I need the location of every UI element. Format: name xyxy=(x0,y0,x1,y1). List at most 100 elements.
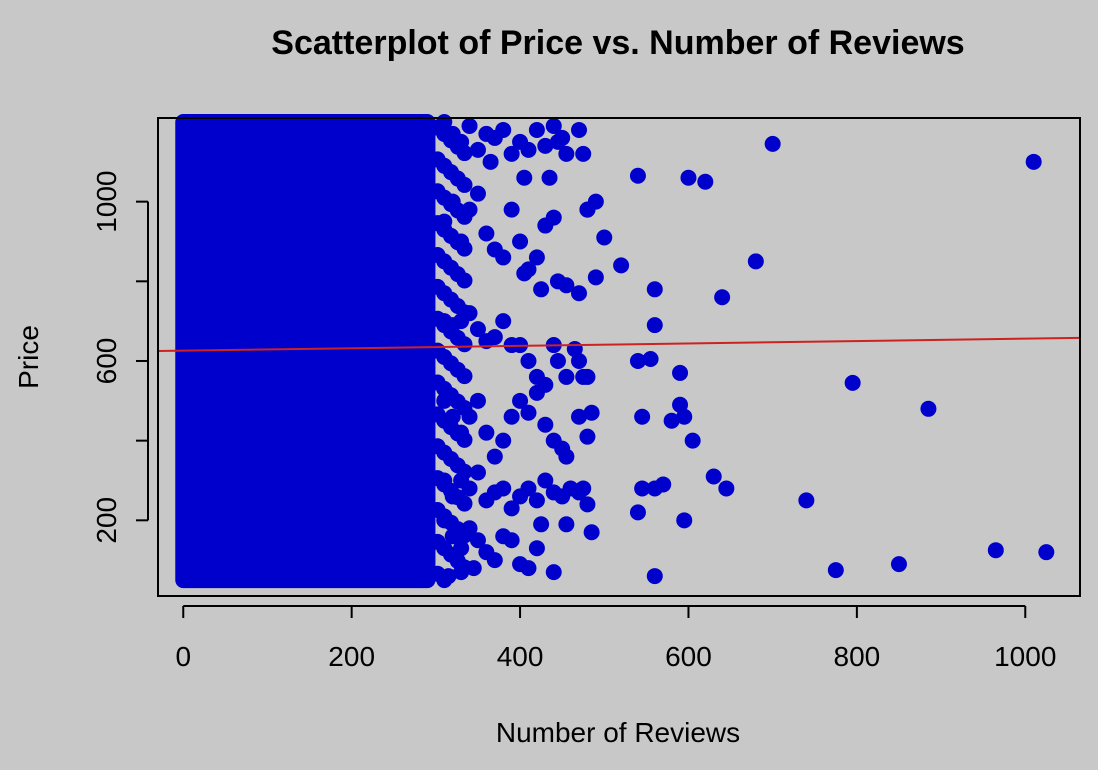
data-point xyxy=(520,261,537,278)
data-point xyxy=(465,560,482,577)
chart-title: Scatterplot of Price vs. Number of Revie… xyxy=(271,24,964,62)
data-point xyxy=(495,313,512,330)
dense-edge-point xyxy=(429,533,446,550)
dense-edge-point xyxy=(429,151,446,168)
data-point xyxy=(579,368,596,385)
data-point xyxy=(512,233,529,250)
y-tick-label: 200 xyxy=(91,497,122,544)
data-point xyxy=(537,472,554,489)
data-point xyxy=(920,400,937,417)
x-tick-label: 600 xyxy=(665,641,712,672)
data-point xyxy=(512,392,529,409)
data-point xyxy=(1025,153,1042,170)
data-point xyxy=(520,404,537,421)
data-point xyxy=(646,317,663,334)
data-point xyxy=(554,129,571,146)
data-point xyxy=(444,193,461,210)
data-point xyxy=(436,392,453,409)
data-point xyxy=(436,213,453,230)
data-point xyxy=(558,277,575,294)
data-point xyxy=(545,209,562,226)
data-point xyxy=(579,496,596,513)
data-point xyxy=(461,117,478,134)
data-point xyxy=(571,352,588,369)
data-point xyxy=(634,408,651,425)
x-tick-label: 400 xyxy=(497,641,544,672)
y-tick-label: 1000 xyxy=(91,171,122,233)
data-point xyxy=(486,552,503,569)
data-point xyxy=(478,225,495,242)
data-point xyxy=(541,169,558,186)
x-tick-label: 0 xyxy=(175,641,191,672)
x-tick-label: 1000 xyxy=(994,641,1056,672)
data-point xyxy=(469,532,486,549)
y-axis-label: Price xyxy=(13,325,44,389)
data-point xyxy=(453,233,470,250)
data-point xyxy=(890,556,907,573)
data-point xyxy=(676,512,693,529)
x-axis: 0 200 400 600 800 1000 xyxy=(175,605,1056,672)
data-point xyxy=(575,145,592,162)
data-point xyxy=(676,408,693,425)
data-point xyxy=(655,476,672,493)
data-point xyxy=(503,145,520,162)
data-point xyxy=(613,257,630,274)
dense-edge-point xyxy=(429,406,446,423)
data-point xyxy=(495,121,512,138)
data-point xyxy=(642,350,659,367)
data-point xyxy=(714,289,731,306)
data-point xyxy=(516,169,533,186)
data-point xyxy=(583,404,600,421)
data-point xyxy=(533,281,550,298)
data-point xyxy=(646,568,663,585)
data-point xyxy=(436,512,453,529)
data-point xyxy=(827,562,844,579)
dense-edge-point xyxy=(429,374,446,391)
data-point xyxy=(503,500,520,517)
data-point xyxy=(579,428,596,445)
data-point xyxy=(558,368,575,385)
data-point xyxy=(663,412,680,429)
data-point xyxy=(469,141,486,158)
data-point xyxy=(747,253,764,270)
data-point xyxy=(680,169,697,186)
trend-line xyxy=(157,336,1081,353)
trend-line-group xyxy=(157,336,1081,353)
data-point xyxy=(571,121,588,138)
data-point xyxy=(684,432,701,449)
x-tick-label: 200 xyxy=(328,641,375,672)
data-point xyxy=(545,117,562,134)
data-points xyxy=(436,113,1055,585)
data-point xyxy=(798,492,815,509)
data-point xyxy=(482,153,499,170)
x-axis-label: Number of Reviews xyxy=(496,717,740,748)
data-point xyxy=(453,564,470,581)
data-point xyxy=(486,329,503,346)
data-point xyxy=(503,532,520,549)
data-point xyxy=(545,564,562,581)
data-point xyxy=(528,249,545,266)
data-point xyxy=(575,480,592,497)
data-point xyxy=(461,520,478,537)
data-point xyxy=(558,145,575,162)
data-point xyxy=(495,432,512,449)
data-point xyxy=(528,121,545,138)
data-point xyxy=(718,480,735,497)
data-point xyxy=(469,185,486,202)
data-point xyxy=(453,424,470,441)
y-tick-label: 600 xyxy=(91,338,122,385)
dense-edge-point xyxy=(429,247,446,264)
data-point xyxy=(558,516,575,533)
data-point xyxy=(537,416,554,433)
data-point xyxy=(461,480,478,497)
data-point xyxy=(629,504,646,521)
data-point xyxy=(461,201,478,218)
dense-edge-point xyxy=(429,342,446,359)
data-point xyxy=(444,528,461,545)
data-point xyxy=(478,424,495,441)
data-point xyxy=(587,269,604,286)
dense-edge-point xyxy=(429,278,446,295)
dense-edge-point xyxy=(429,183,446,200)
data-point xyxy=(469,321,486,338)
data-point xyxy=(528,540,545,557)
